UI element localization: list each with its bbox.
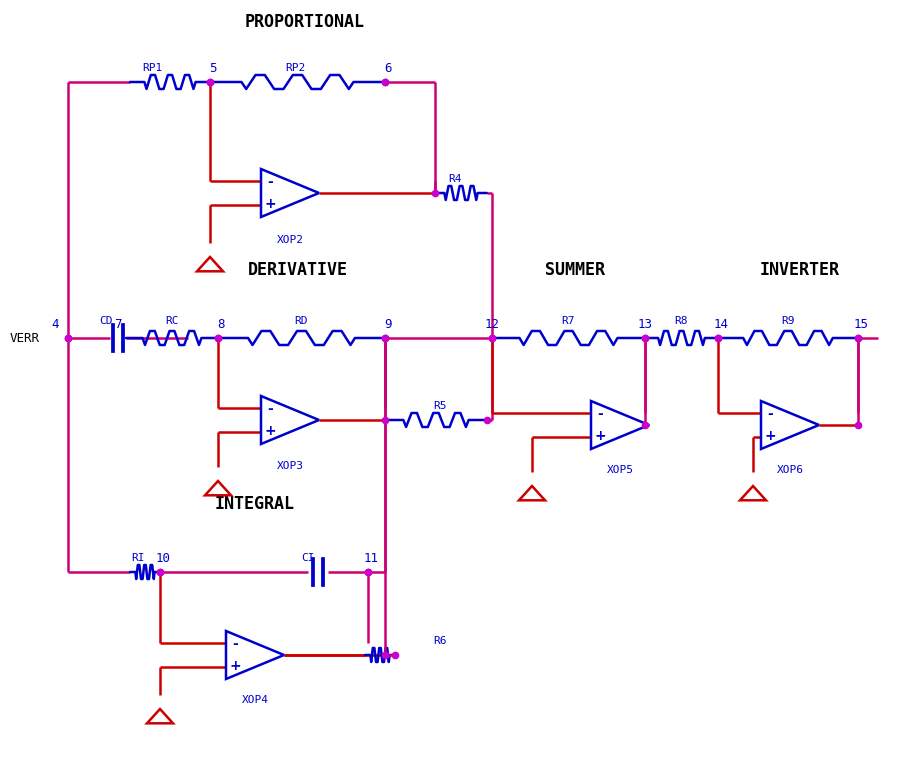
Text: XOP6: XOP6	[776, 465, 803, 475]
Text: 4: 4	[51, 318, 59, 331]
Text: INVERTER: INVERTER	[759, 261, 839, 279]
Text: 8: 8	[217, 318, 225, 331]
Text: RD: RD	[293, 316, 307, 326]
Text: +: +	[264, 197, 275, 211]
Text: +: +	[593, 429, 605, 443]
Text: 14: 14	[712, 318, 728, 331]
Text: XOP5: XOP5	[606, 465, 633, 475]
Text: -: -	[767, 407, 772, 421]
Text: XOP2: XOP2	[276, 235, 303, 245]
Text: +: +	[763, 429, 775, 443]
Text: PROPORTIONAL: PROPORTIONAL	[245, 13, 365, 31]
Text: 7: 7	[114, 318, 122, 331]
Text: SUMMER: SUMMER	[545, 261, 604, 279]
Text: 12: 12	[484, 318, 499, 331]
Text: XOP4: XOP4	[241, 695, 268, 705]
Text: VERR: VERR	[10, 331, 40, 344]
Text: R6: R6	[433, 636, 446, 646]
Text: 6: 6	[384, 62, 391, 74]
Text: R8: R8	[674, 316, 687, 326]
Text: 15: 15	[852, 318, 868, 331]
Text: -: -	[266, 175, 273, 189]
Text: 11: 11	[363, 552, 378, 565]
Text: -: -	[266, 402, 273, 416]
Text: CI: CI	[301, 553, 314, 563]
Text: RC: RC	[165, 316, 179, 326]
Text: R4: R4	[448, 174, 461, 184]
Text: DERIVATIVE: DERIVATIVE	[247, 261, 348, 279]
Text: XOP3: XOP3	[276, 461, 303, 471]
Text: -: -	[597, 407, 602, 421]
Text: +: +	[264, 424, 275, 438]
Text: R9: R9	[780, 316, 794, 326]
Text: R7: R7	[561, 316, 574, 326]
Text: -: -	[232, 637, 237, 651]
Text: RP2: RP2	[284, 63, 305, 73]
Text: 5: 5	[209, 62, 217, 74]
Text: R5: R5	[433, 401, 446, 411]
Text: RP1: RP1	[142, 63, 162, 73]
Text: INTEGRAL: INTEGRAL	[215, 495, 294, 513]
Text: CD: CD	[99, 316, 113, 326]
Text: 13: 13	[637, 318, 652, 331]
Text: 10: 10	[155, 552, 171, 565]
Text: 9: 9	[384, 318, 391, 331]
Text: +: +	[229, 659, 240, 673]
Text: RI: RI	[131, 553, 144, 563]
